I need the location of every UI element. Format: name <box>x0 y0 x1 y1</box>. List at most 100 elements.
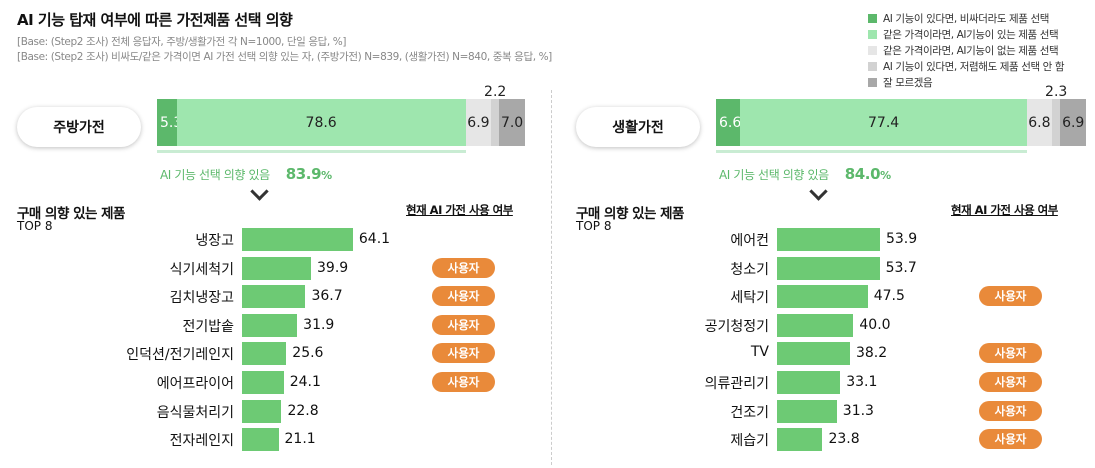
stacked-segment: 5.3 <box>157 99 182 146</box>
table-row: 공기청정기 40.0 <box>576 313 1095 338</box>
usage-header: 현재 AI 가전 사용 여부 <box>406 203 513 217</box>
stacked-segment: 77.4 <box>740 99 1027 146</box>
segment-value: 6.9 <box>1062 114 1085 131</box>
intent-number: 83.9 <box>285 165 322 183</box>
legend-item: 잘 모르겠음 <box>868 74 1064 90</box>
intent-underline <box>716 150 1027 153</box>
item-bar <box>777 342 850 366</box>
user-badge: 사용자 <box>432 343 495 364</box>
item-value: 31.9 <box>303 316 335 333</box>
stacked-segment: 6.6 <box>716 99 742 146</box>
legend-swatch <box>868 29 877 39</box>
stacked-segment: 2.2 <box>483 85 508 146</box>
top-label: TOP 8 <box>17 219 53 233</box>
legend-item: AI 기능이 있다면, 저렴해도 제품 선택 안 함 <box>868 58 1065 74</box>
item-label: 냉장고 <box>195 233 234 249</box>
item-bar <box>242 428 279 452</box>
base-note-2: [Base: (Step2 조사) 비싸도/같은 가격이면 AI 가전 선택 의… <box>17 51 552 63</box>
item-label: 의류관리기 <box>704 376 769 392</box>
user-badge: 사용자 <box>979 286 1042 307</box>
item-bar <box>242 399 282 423</box>
item-bar <box>777 256 880 280</box>
legend-label: AI 기능이 있다면, 저렴해도 제품 선택 안 함 <box>883 60 1065 73</box>
user-badge: 사용자 <box>979 429 1042 450</box>
segment-value: 6.6 <box>719 114 742 131</box>
item-label: 건조기 <box>730 404 769 421</box>
table-row: 건조기 31.3 사용자 <box>576 399 1095 424</box>
section-title: 구매 의향 있는 제품 <box>576 206 684 222</box>
table-row: 인덕션/전기레인지 25.6 사용자 <box>17 342 557 366</box>
panel-living: 생활가전 6.6 77.4 6.8 2.3 6.9 AI 기능 선택 의향 있음 84.0% 구… <box>576 85 1095 468</box>
base-note-1: [Base: (Step2 조사) 전체 응답자, 주방/생활가전 각 N=10… <box>17 36 347 48</box>
segment-value: 2.2 <box>483 84 508 100</box>
legend-label: 같은 가격이라면, AI기능이 없는 제품 선택 <box>883 44 1059 57</box>
user-badge: 사용자 <box>432 372 495 392</box>
intent-summary: AI 기능 선택 의향 있음 84.0% <box>719 165 891 183</box>
item-value: 53.7 <box>885 259 917 276</box>
item-value: 38.2 <box>855 345 888 362</box>
item-value: 33.1 <box>846 374 878 390</box>
intent-number: 84.0 <box>844 165 881 183</box>
segment-value: 6.8 <box>1028 114 1051 131</box>
item-value: 53.9 <box>885 231 918 247</box>
stacked-segment: 7.0 <box>499 99 525 146</box>
category-pill: 생활가전 <box>576 107 700 147</box>
item-bar <box>777 428 823 452</box>
segment-value: 7.0 <box>500 114 524 131</box>
item-label: 제습기 <box>730 433 769 450</box>
item-value: 24.1 <box>289 374 321 390</box>
legend-label: 같은 가격이라면, AI기능이 있는 제품 선택 <box>883 28 1059 41</box>
legend-swatch <box>868 61 877 71</box>
item-label: 청소기 <box>730 261 769 278</box>
table-row: 제습기 23.8 사용자 <box>576 428 1095 452</box>
intent-underline <box>157 150 466 153</box>
item-bar <box>777 285 868 309</box>
item-value: 36.7 <box>311 288 343 305</box>
item-value: 47.5 <box>873 288 905 305</box>
user-badge: 사용자 <box>979 400 1042 421</box>
item-value: 23.8 <box>828 431 860 448</box>
stacked-segment: 6.9 <box>465 99 492 146</box>
chevron-down-icon <box>250 182 269 201</box>
table-row: 전기밥솥 31.9 사용자 <box>17 313 557 338</box>
item-label: TV <box>750 344 769 361</box>
stacked-segment: 6.9 <box>1060 99 1086 146</box>
table-row: 세탁기 47.5 사용자 <box>576 285 1095 309</box>
item-value: 40.0 <box>859 316 891 333</box>
legend-swatch <box>868 45 877 55</box>
item-label: 전자레인지 <box>169 433 234 450</box>
user-badge: 사용자 <box>432 257 495 278</box>
item-value: 64.1 <box>358 231 391 247</box>
segment-value: 78.6 <box>305 114 337 131</box>
table-row: 식기세척기 39.9 사용자 <box>17 256 557 281</box>
item-label: 음식물처리기 <box>156 404 234 421</box>
item-bar <box>242 313 298 337</box>
item-label: 전기밥솥 <box>182 318 234 335</box>
usage-header: 현재 AI 가전 사용 여부 <box>951 203 1058 217</box>
item-bar <box>777 399 837 423</box>
stacked-segment: 2.3 <box>1044 85 1069 146</box>
item-value: 21.1 <box>284 431 316 448</box>
item-label: 세탁기 <box>730 290 769 307</box>
table-row: 에어컨 53.9 <box>576 228 1095 252</box>
item-label: 식기세척기 <box>169 261 234 278</box>
item-value: 39.9 <box>317 259 349 276</box>
user-badge: 사용자 <box>979 343 1042 364</box>
intent-summary: AI 기능 선택 의향 있음 83.9% <box>160 165 332 183</box>
chevron-down-icon <box>809 182 828 201</box>
segment-value: 6.9 <box>467 114 490 131</box>
legend-swatch <box>868 77 877 87</box>
legend-item: AI 기능이 있다면, 비싸더라도 제품 선택 <box>868 10 1064 26</box>
table-row: 냉장고 64.1 <box>17 228 557 252</box>
user-badge: 사용자 <box>979 372 1042 392</box>
divider <box>551 90 552 465</box>
item-bar <box>242 342 287 366</box>
item-label: 김치냉장고 <box>169 290 234 307</box>
segment-value: 2.3 <box>1044 84 1069 100</box>
legend-item: 같은 가격이라면, AI기능이 없는 제품 선택 <box>868 42 1064 58</box>
item-label: 공기청정기 <box>704 318 769 335</box>
intent-value: 84.0% <box>845 165 891 183</box>
category-pill: 주방가전 <box>17 107 141 147</box>
item-value: 22.8 <box>287 402 319 419</box>
